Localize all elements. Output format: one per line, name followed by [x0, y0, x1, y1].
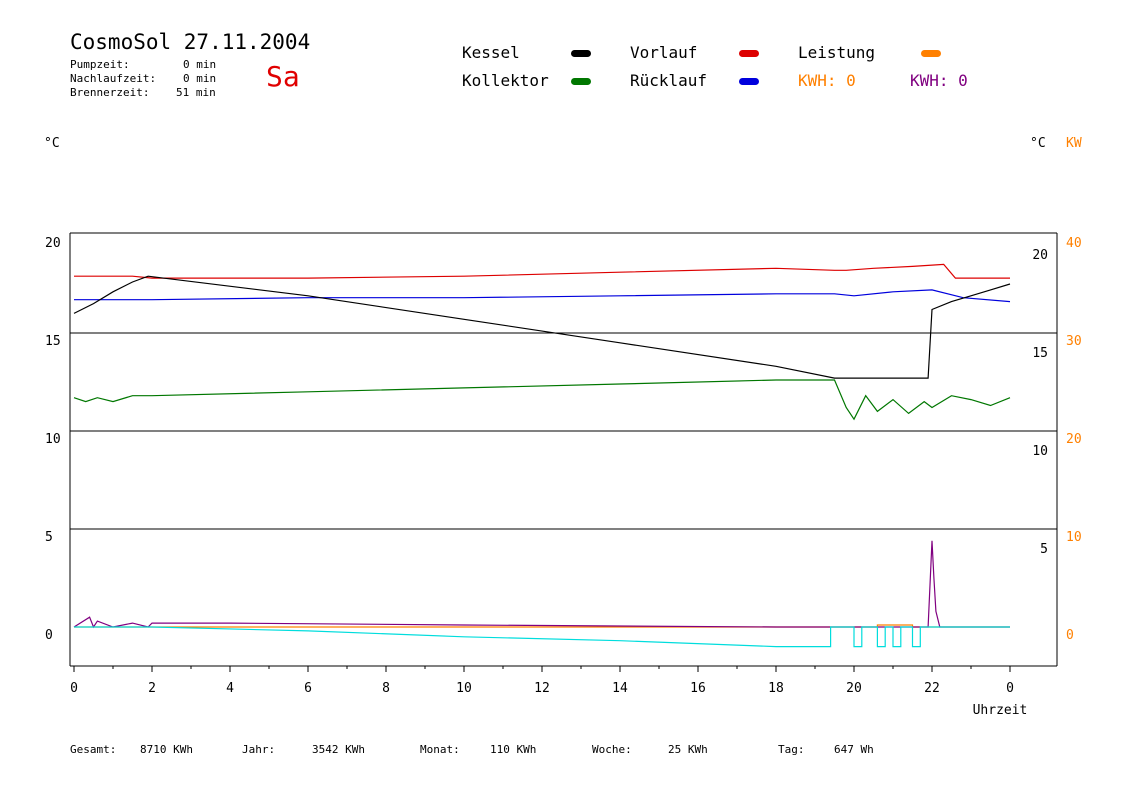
x-axis-label: Uhrzeit — [973, 703, 1028, 718]
series-line-kwh — [73, 540, 1010, 629]
y-left-tick-label: 20 — [45, 236, 61, 251]
x-tick-label: 20 — [846, 681, 862, 696]
brenner-value: 51 min — [176, 86, 216, 99]
y-right-celsius-tick-label: 10 — [1032, 444, 1048, 459]
series-line-kessel — [73, 275, 1011, 379]
legend-leistung-swatch — [921, 50, 941, 57]
legend-kwh-orange: KWH: 0 — [798, 71, 856, 90]
legend-kessel-swatch — [571, 50, 591, 57]
x-tick-label: 14 — [612, 681, 628, 696]
footer-woche-label: Woche: — [592, 743, 632, 756]
legend-ruecklauf: Rücklauf — [630, 71, 708, 90]
series-line-kollektor — [73, 379, 1011, 421]
weekday-label: Sa — [266, 60, 300, 93]
y-right-celsius-tick-label: 5 — [1040, 542, 1048, 557]
x-tick-label: 2 — [148, 681, 156, 696]
y-right-kw-tick-label: 30 — [1066, 334, 1082, 349]
series-line-cyan — [74, 626, 1010, 648]
y-right-kw-tick-label: 0 — [1066, 628, 1074, 643]
y-right-kw-tick-label: 20 — [1066, 432, 1082, 447]
pumpzeit-label: Pumpzeit: — [70, 58, 130, 71]
unit-left-celsius: °C — [44, 136, 60, 151]
footer-tag-label: Tag: — [778, 743, 805, 756]
series-line-rücklauf — [74, 289, 1011, 303]
legend-vorlauf: Vorlauf — [630, 43, 698, 62]
y-right-kw-tick-label: 40 — [1066, 236, 1082, 251]
pumpzeit-value: 0 min — [183, 58, 217, 71]
y-right-celsius-tick-label: 20 — [1032, 248, 1048, 263]
legend-vorlauf-swatch — [739, 50, 759, 57]
x-tick-label: 0 — [70, 681, 78, 696]
x-tick-label: 18 — [768, 681, 784, 696]
x-tick-label: 6 — [304, 681, 312, 696]
legend-kwh-purple: KWH: 0 — [910, 71, 968, 90]
y-left-tick-label: 15 — [45, 334, 61, 349]
legend-kollektor: Kollektor — [462, 71, 549, 90]
series-line-vorlauf — [74, 263, 1010, 279]
nachlauf-value: 0 min — [183, 72, 217, 85]
y-right-kw-tick-label: 10 — [1066, 530, 1082, 545]
footer-jahr-label: Jahr: — [242, 743, 276, 756]
legend-kessel: Kessel — [462, 43, 520, 62]
footer-gesamt-value: 8710 KWh — [140, 743, 193, 756]
legend-kollektor-swatch — [571, 78, 591, 85]
footer-monat-value: 110 KWh — [490, 743, 537, 756]
footer-jahr-value: 3542 KWh — [312, 743, 365, 756]
y-right-celsius-tick-label: 15 — [1032, 346, 1048, 361]
legend-ruecklauf-swatch — [739, 78, 759, 85]
footer-woche-value: 25 KWh — [668, 743, 708, 756]
x-tick-label: 8 — [382, 681, 390, 696]
nachlauf-label: Nachlaufzeit: — [70, 72, 157, 85]
x-tick-label: 12 — [534, 681, 550, 696]
footer-tag-value: 647 Wh — [834, 743, 874, 756]
legend-leistung: Leistung — [798, 43, 876, 62]
footer-monat-label: Monat: — [420, 743, 460, 756]
unit-right-celsius: °C — [1030, 136, 1046, 151]
x-tick-label: 16 — [690, 681, 706, 696]
unit-right-kw: KW — [1066, 136, 1082, 151]
chart-title: CosmoSol 27.11.2004 — [70, 30, 311, 54]
y-left-tick-label: 0 — [45, 628, 53, 643]
brenner-label: Brennerzeit: — [70, 86, 150, 99]
y-left-tick-label: 5 — [45, 530, 53, 545]
x-tick-label: 10 — [456, 681, 472, 696]
x-tick-label: 0 — [1006, 681, 1014, 696]
footer-gesamt-label: Gesamt: — [70, 743, 117, 756]
x-tick-label: 4 — [226, 681, 234, 696]
x-tick-label: 22 — [924, 681, 940, 696]
y-left-tick-label: 10 — [45, 432, 61, 447]
